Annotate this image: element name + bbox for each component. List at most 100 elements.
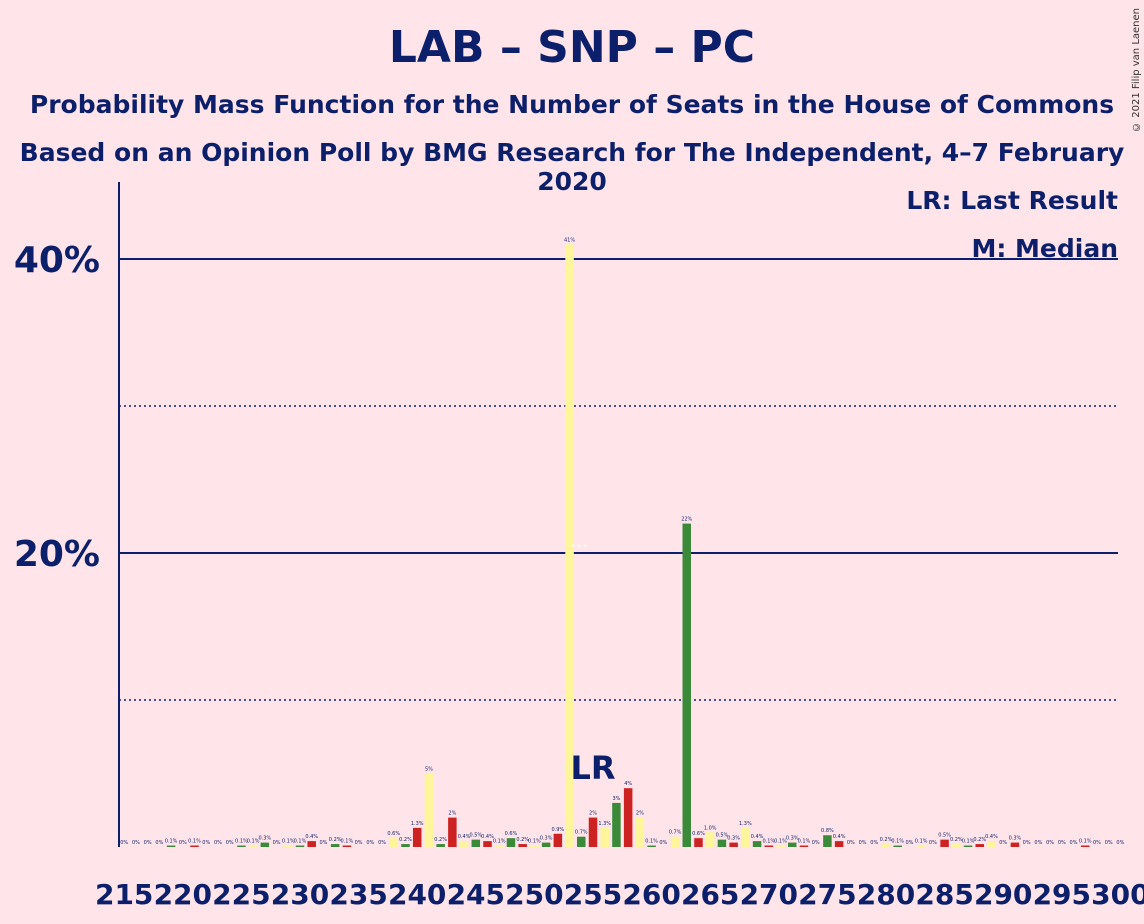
- bar-266: [717, 839, 727, 847]
- data-label-232: 0%: [319, 840, 327, 846]
- data-label-293: 0%: [1034, 840, 1042, 846]
- bar-247: [494, 845, 504, 847]
- legend-median: M: Median: [971, 234, 1118, 263]
- bar-268: [741, 827, 750, 847]
- data-label-217: 0%: [144, 840, 152, 846]
- bar-251: [541, 842, 551, 847]
- bar-270: [764, 845, 774, 847]
- data-label-224: 0%: [226, 840, 234, 846]
- data-label-272: 0.3%: [786, 836, 799, 842]
- x-tick-label: 285: [915, 878, 973, 911]
- data-label-292: 0%: [1023, 840, 1031, 846]
- data-label-277: 0%: [847, 840, 855, 846]
- bar-252: [553, 833, 563, 847]
- data-label-273: 0.1%: [798, 839, 811, 845]
- data-label-270: 0.1%: [762, 839, 775, 845]
- x-tick-label: 300: [1091, 878, 1144, 911]
- data-label-296: 0%: [1070, 840, 1078, 846]
- data-label-297: 0.1%: [1079, 839, 1092, 845]
- data-label-265: 1.0%: [704, 825, 717, 831]
- bar-289: [987, 841, 996, 847]
- data-label-234: 0.1%: [341, 839, 354, 845]
- data-label-218: 0%: [155, 840, 163, 846]
- data-label-300: 0%: [1116, 840, 1124, 846]
- x-tick-label: 230: [271, 878, 329, 911]
- bar-229: [284, 845, 293, 847]
- bar-245: [471, 839, 481, 847]
- bar-254: [577, 836, 586, 847]
- data-label-285: 0.5%: [938, 833, 951, 839]
- data-label-231: 0.4%: [305, 834, 318, 840]
- data-label-278: 0%: [859, 840, 867, 846]
- x-tick-label: 275: [798, 878, 856, 911]
- data-label-238: 0.6%: [387, 831, 400, 837]
- data-label-276: 0.4%: [833, 834, 846, 840]
- x-tick-label: 280: [857, 878, 915, 911]
- data-label-240: 1.3%: [411, 821, 424, 827]
- y-tick-label: 40%: [14, 240, 100, 281]
- x-tick-label: 220: [154, 878, 212, 911]
- y-tick-label: 20%: [14, 534, 100, 575]
- chart-title: LAB – SNP – PC: [388, 22, 756, 73]
- data-label-246: 0.4%: [481, 834, 494, 840]
- data-label-245: 0.5%: [469, 833, 482, 839]
- data-label-261: 0%: [659, 840, 667, 846]
- data-label-228: 0%: [273, 840, 281, 846]
- bar-280: [881, 844, 891, 847]
- bar-257: [612, 802, 621, 847]
- data-label-280: 0.2%: [880, 837, 893, 843]
- bar-288: [975, 844, 985, 847]
- bar-269: [752, 841, 762, 847]
- bar-287: [963, 845, 973, 847]
- data-label-291: 0.3%: [1009, 836, 1022, 842]
- data-label-259: 2%: [636, 811, 644, 817]
- data-label-287: 0.1%: [962, 839, 975, 845]
- bar-225: [237, 845, 246, 847]
- data-label-230: 0.1%: [294, 839, 307, 845]
- data-label-241: 5%: [425, 767, 433, 773]
- data-label-237: 0%: [378, 840, 386, 846]
- bar-238: [389, 838, 399, 847]
- bar-267: [729, 842, 738, 847]
- data-label-281: 0.1%: [891, 839, 904, 845]
- bar-248: [506, 838, 516, 847]
- data-label-248: 0.6%: [505, 831, 518, 837]
- data-label-221: 0.1%: [188, 839, 201, 845]
- data-label-267: 0.3%: [727, 836, 740, 842]
- data-label-239: 0.2%: [399, 837, 412, 843]
- bar-233: [330, 844, 340, 847]
- data-label-243: 2%: [448, 811, 456, 817]
- x-tick-label: 260: [622, 878, 680, 911]
- bar-230: [295, 845, 305, 847]
- bar-255: [588, 817, 598, 847]
- last-result-label: LR: [570, 749, 615, 787]
- data-label-257: 3%: [612, 796, 620, 802]
- data-label-249: 0.2%: [516, 837, 529, 843]
- data-label-260: 0.1%: [645, 839, 658, 845]
- data-label-264: 0.6%: [692, 831, 705, 837]
- bar-250: [530, 845, 539, 847]
- data-label-254: 0.7%: [575, 830, 588, 836]
- data-label-263: 22%: [681, 517, 692, 523]
- bar-246: [483, 841, 492, 847]
- bar-241: [424, 773, 434, 847]
- data-label-215: 0%: [120, 840, 128, 846]
- bar-273: [799, 845, 809, 847]
- data-label-298: 0%: [1093, 840, 1101, 846]
- bar-291: [1010, 842, 1020, 847]
- data-label-289: 0.4%: [985, 834, 998, 840]
- data-label-288: 0.2%: [973, 837, 986, 843]
- x-tick-label: 255: [564, 878, 622, 911]
- x-tick-label: 295: [1033, 878, 1091, 911]
- data-label-216: 0%: [132, 840, 140, 846]
- data-label-225: 0.1%: [235, 839, 248, 845]
- bar-242: [436, 844, 445, 847]
- data-label-235: 0%: [355, 840, 363, 846]
- bar-253: [565, 244, 574, 848]
- data-label-219: 0.1%: [165, 839, 178, 845]
- data-label-220: 0%: [179, 840, 187, 846]
- data-label-271: 0.1%: [774, 839, 787, 845]
- data-label-274: 0%: [812, 840, 820, 846]
- data-label-252: 0.9%: [551, 827, 564, 833]
